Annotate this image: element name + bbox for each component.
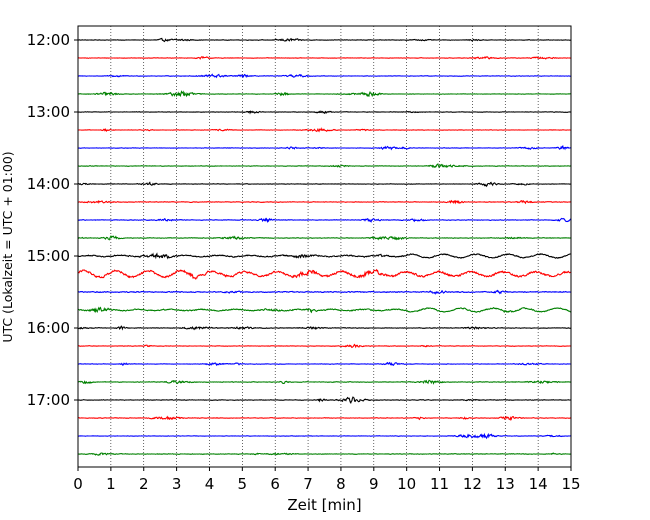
trace-1700 (77, 396, 572, 404)
x-tick-label: 5 (238, 475, 248, 493)
x-tick-label: 0 (73, 475, 83, 493)
trace-1345 (77, 163, 572, 169)
trace-1645 (77, 379, 572, 385)
trace-1400 (77, 181, 571, 188)
trace-1215 (78, 55, 571, 60)
trace-1745 (77, 452, 572, 456)
trace-1500 (77, 252, 572, 260)
x-tick-label: 15 (561, 475, 580, 493)
trace-1545 (77, 306, 571, 314)
plot-frame (77, 25, 572, 468)
trace-1630 (77, 361, 572, 367)
trace-1415 (78, 199, 572, 205)
trace-1530 (78, 289, 571, 295)
trace-1715 (77, 415, 572, 421)
trace-1230 (77, 73, 572, 79)
trace-1330 (78, 144, 571, 151)
x-tick-label: 4 (205, 475, 215, 493)
trace-1245 (77, 90, 572, 98)
trace-1300 (77, 110, 572, 115)
trace-1515 (77, 268, 572, 280)
y-tick-label: 17:00 (27, 391, 70, 409)
trace-1730 (77, 432, 572, 440)
x-tick-label: 9 (369, 475, 379, 493)
x-tick-label: 7 (303, 475, 313, 493)
x-axis-ticks: 0 1 2 3 4 5 6 7 8 9 10 11 12 13 14 15 (73, 467, 581, 493)
y-tick-label: 14:00 (27, 175, 70, 193)
x-tick-label: 11 (430, 475, 449, 493)
x-tick-label: 14 (529, 475, 548, 493)
trace-1200 (77, 37, 572, 43)
x-tick-label: 13 (496, 475, 515, 493)
x-tick-label: 10 (397, 475, 416, 493)
y-axis-ticks: 12:00 13:00 14:00 15:00 16:00 17:00 (27, 31, 78, 409)
trace-1600 (77, 325, 571, 331)
y-tick-label: 12:00 (27, 31, 70, 49)
y-tick-label: 13:00 (27, 103, 70, 121)
y-axis-label: UTC (Lokalzeit = UTC + 01:00) (0, 151, 15, 342)
x-tick-label: 2 (139, 475, 149, 493)
trace-1615 (77, 343, 572, 349)
trace-1445 (77, 235, 572, 241)
x-tick-label: 6 (270, 475, 280, 493)
x-tick-label: 1 (106, 475, 116, 493)
x-tick-label: 8 (336, 475, 346, 493)
x-tick-label: 3 (172, 475, 182, 493)
x-tick-label: 12 (463, 475, 482, 493)
y-tick-label: 16:00 (27, 319, 70, 337)
seismic-traces (77, 37, 572, 456)
y-tick-label: 15:00 (27, 247, 70, 265)
trace-1315 (77, 127, 572, 133)
trace-1430 (77, 217, 572, 224)
x-axis-label: Zeit [min] (287, 496, 361, 514)
